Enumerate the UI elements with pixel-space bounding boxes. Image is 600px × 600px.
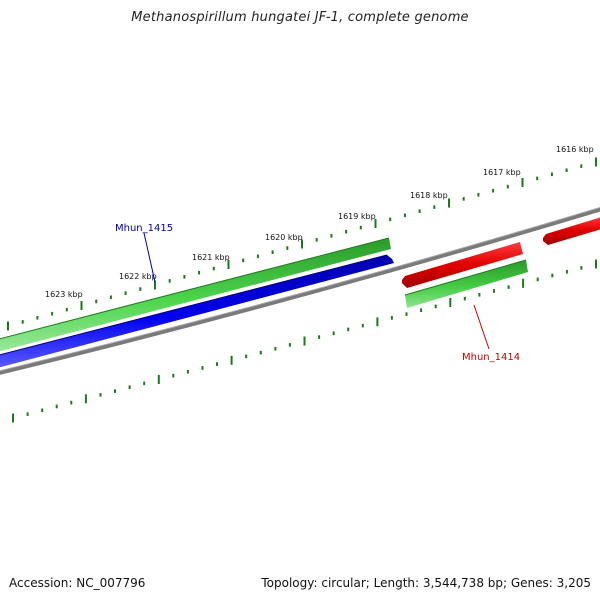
map-title: Methanospirillum hungatei JF-1, complete… <box>131 10 469 25</box>
tick-labels: 1616 kbp 1617 kbp 1618 kbp 1619 kbp 1620… <box>45 145 594 299</box>
tick-label-1616: 1616 kbp <box>556 145 594 154</box>
genome-backbone <box>0 206 600 375</box>
tick-label-1622: 1622 kbp <box>119 272 157 281</box>
tick-label-1620: 1620 kbp <box>265 233 303 242</box>
cds-reverse-green[interactable] <box>404 259 528 308</box>
cds-mhun-1414[interactable] <box>402 242 523 288</box>
leader-mhun-1415 <box>143 232 156 283</box>
cds-red-right[interactable] <box>543 216 600 245</box>
genome-summary-text: Topology: circular; Length: 3,544,738 bp… <box>261 576 591 590</box>
tick-label-1617: 1617 kbp <box>483 168 521 177</box>
tick-label-1619: 1619 kbp <box>338 212 376 221</box>
tick-label-1618: 1618 kbp <box>410 191 448 200</box>
gene-label-mhun-1414[interactable]: Mhun_1414 <box>462 352 520 363</box>
cds-mhun-1415[interactable] <box>0 254 394 368</box>
tick-track-upper <box>7 157 597 331</box>
tick-label-1621: 1621 kbp <box>192 253 230 262</box>
cds-forward-green[interactable] <box>0 237 391 352</box>
accession-text: Accession: NC_007796 <box>9 576 146 590</box>
leader-mhun-1414 <box>473 304 490 350</box>
gene-label-mhun-1415[interactable]: Mhun_1415 <box>115 223 173 234</box>
tick-label-1623: 1623 kbp <box>45 290 83 299</box>
tick-track-lower <box>12 259 597 423</box>
